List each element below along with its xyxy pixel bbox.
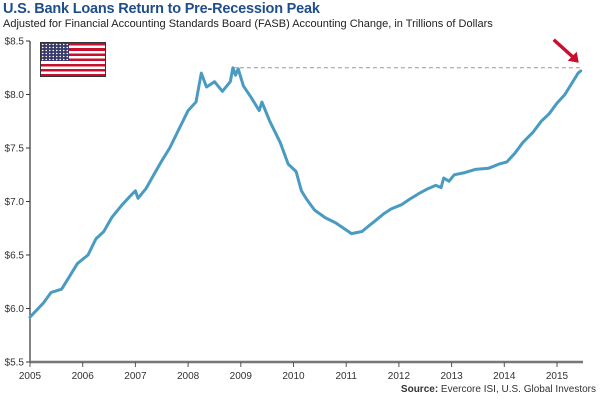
source-label: Source:	[400, 384, 439, 395]
chart-title: U.S. Bank Loans Return to Pre-Recession …	[3, 1, 320, 17]
x-tick-label: 2009	[230, 371, 253, 382]
chart-subtitle: Adjusted for Financial Accounting Standa…	[3, 18, 493, 30]
x-tick-label: 2014	[493, 371, 516, 382]
x-tick-label: 2013	[440, 371, 463, 382]
x-tick-label: 2011	[335, 371, 357, 382]
x-tick-label: 2015	[546, 371, 569, 382]
x-tick-label: 2008	[177, 371, 200, 382]
flag-canton	[41, 43, 69, 61]
y-tick-label: $7.5	[5, 144, 25, 155]
y-tick-label: $6.5	[5, 251, 25, 262]
series-line-bank-loans	[28, 66, 583, 319]
y-tick-label: $7.0	[5, 197, 25, 208]
y-tick-label: $6.0	[5, 304, 25, 315]
x-tick-label: 2005	[19, 371, 42, 382]
axes	[26, 40, 583, 367]
y-tick-label: $5.5	[5, 358, 25, 369]
x-tick-label: 2007	[124, 371, 147, 382]
tick-labels: $5.5 $6.0 $6.5 $7.0 $7.5 $8.0 $8.5 2005 2006 2007…	[5, 37, 569, 383]
red-arrow-icon	[552, 38, 579, 63]
source-note: Source: Evercore ISI, U.S. Global Invest…	[401, 384, 596, 395]
y-tick-label: $8.5	[5, 37, 25, 48]
x-tick-label: 2010	[282, 371, 305, 382]
source-text: Evercore ISI, U.S. Global Investors	[438, 384, 596, 395]
y-tick-label: $8.0	[5, 90, 25, 101]
x-tick-label: 2012	[388, 371, 411, 382]
x-tick-label: 2006	[72, 371, 95, 382]
us-flag-icon	[40, 42, 106, 77]
